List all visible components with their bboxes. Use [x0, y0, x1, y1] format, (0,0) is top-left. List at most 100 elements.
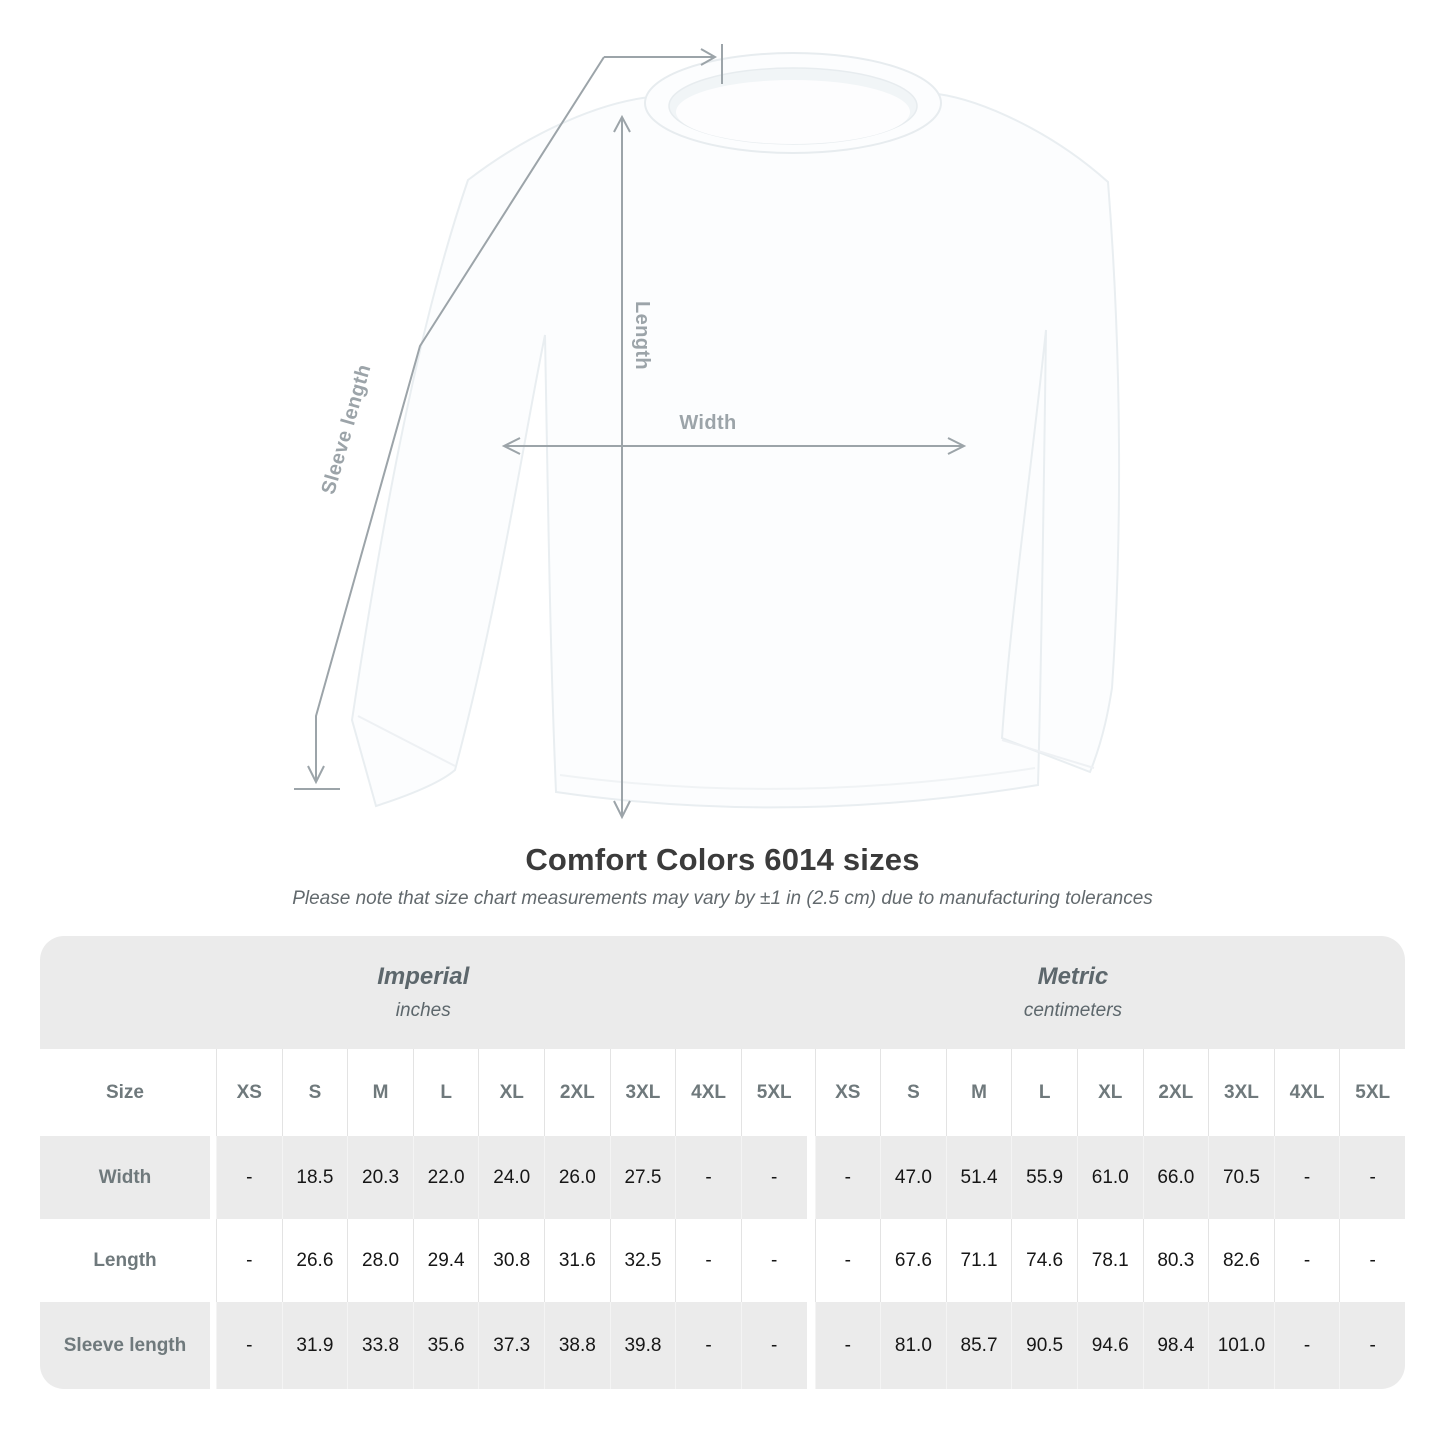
table-cell: -: [216, 1136, 282, 1219]
size-col-header: S: [880, 1049, 946, 1136]
length-label: Length: [631, 301, 653, 371]
table-cell: 70.5: [1208, 1136, 1274, 1219]
title-block: Comfort Colors 6014 sizes Please note th…: [0, 842, 1445, 910]
table-row-sleeve-length: Sleeve length - 31.9 33.8 35.6 37.3 38.8…: [40, 1302, 1405, 1389]
size-header-row: Size XS S M L XL 2XL 3XL 4XL 5XL XS S M …: [40, 1049, 1405, 1136]
size-col-header: 3XL: [1208, 1049, 1274, 1136]
length-arrow: [613, 114, 631, 820]
table-cell: -: [814, 1219, 881, 1302]
table-cell: -: [1339, 1136, 1405, 1219]
size-column-title: Size: [105, 1081, 145, 1103]
table-cell: 20.3: [347, 1136, 413, 1219]
table-cell: 29.4: [412, 1219, 479, 1302]
size-col-header: M: [945, 1049, 1012, 1136]
table-cell: 101.0: [1208, 1302, 1274, 1389]
table-cell: -: [675, 1136, 741, 1219]
size-col-header: 3XL: [609, 1049, 676, 1136]
top-reference-arrow: [604, 44, 723, 84]
table-cell: -: [740, 1219, 807, 1302]
table-cell: 55.9: [1011, 1136, 1077, 1219]
imperial-unit: inches: [395, 1000, 451, 1021]
group-divider: [806, 1136, 815, 1219]
table-cell: -: [216, 1302, 282, 1389]
table-cell: 85.7: [945, 1302, 1012, 1389]
table-cell: 39.8: [609, 1302, 676, 1389]
metric-unit: centimeters: [1023, 1000, 1123, 1021]
table-cell: -: [1273, 1302, 1340, 1389]
table-cell: -: [1339, 1219, 1405, 1302]
width-label: Width: [679, 412, 737, 434]
table-cell: 28.0: [347, 1219, 413, 1302]
table-cell: 30.8: [478, 1219, 544, 1302]
table-cell: 35.6: [412, 1302, 479, 1389]
group-divider: [806, 1302, 815, 1389]
table-cell: 32.5: [609, 1219, 676, 1302]
size-col-header: L: [1011, 1049, 1077, 1136]
table-cell: 31.6: [544, 1219, 610, 1302]
row-label: Sleeve length: [63, 1334, 187, 1356]
size-col-header: 5XL: [740, 1049, 807, 1136]
table-cell: -: [740, 1302, 807, 1389]
table-cell: -: [216, 1219, 282, 1302]
unit-header-row: Imperial inches Metric centimeters: [40, 936, 1405, 1049]
group-divider: [806, 1049, 815, 1136]
table-cell: 61.0: [1076, 1136, 1143, 1219]
table-cell: -: [1273, 1219, 1340, 1302]
metric-group-header: Metric centimeters: [807, 936, 1340, 1049]
size-col-header: XL: [478, 1049, 544, 1136]
table-row-width: Width - 18.5 20.3 22.0 24.0 26.0 27.5 - …: [40, 1136, 1405, 1219]
measurement-arrows: [294, 44, 967, 820]
size-col-header: 4XL: [675, 1049, 741, 1136]
table-cell: 98.4: [1142, 1302, 1209, 1389]
group-divider: [806, 1219, 815, 1302]
table-cell: 38.8: [544, 1302, 610, 1389]
size-col-header: 2XL: [1142, 1049, 1209, 1136]
group-divider: [210, 1219, 216, 1302]
tolerance-note: Please note that size chart measurements…: [292, 888, 1153, 909]
table-row-length: Length - 26.6 28.0 29.4 30.8 31.6 32.5 -…: [40, 1219, 1405, 1302]
size-col-header: 2XL: [544, 1049, 610, 1136]
table-cell: 22.0: [412, 1136, 479, 1219]
table-cell: 18.5: [281, 1136, 348, 1219]
table-cell: 74.6: [1011, 1219, 1077, 1302]
table-cell: 47.0: [880, 1136, 946, 1219]
table-cell: 31.9: [281, 1302, 348, 1389]
shirt-measurement-diagram: Sleeve length Length Width: [294, 44, 1121, 820]
table-cell: 90.5: [1011, 1302, 1077, 1389]
table-cell: 81.0: [880, 1302, 946, 1389]
shirt-graphic: [294, 44, 1121, 820]
imperial-title: Imperial: [377, 963, 470, 990]
table-cell: -: [1273, 1136, 1340, 1219]
size-col-header: S: [281, 1049, 348, 1136]
size-col-header: 4XL: [1273, 1049, 1340, 1136]
table-cell: 71.1: [945, 1219, 1012, 1302]
table-cell: 66.0: [1142, 1136, 1209, 1219]
group-divider: [210, 1136, 216, 1219]
table-cell: 82.6: [1208, 1219, 1274, 1302]
size-col-header: XL: [1076, 1049, 1143, 1136]
size-col-header: 5XL: [1339, 1049, 1405, 1136]
shirt-silhouette: [350, 52, 1121, 809]
table-cell: 24.0: [478, 1136, 544, 1219]
table-cell: 51.4: [945, 1136, 1012, 1219]
table-cell: 78.1: [1076, 1219, 1143, 1302]
width-arrow: [501, 437, 967, 455]
imperial-group-header: Imperial inches: [40, 936, 807, 1049]
metric-title: Metric: [1037, 963, 1109, 990]
table-cell: -: [675, 1219, 741, 1302]
sleeve-length-arrow: [294, 56, 605, 790]
table-cell: -: [740, 1136, 807, 1219]
table-cell: -: [814, 1136, 881, 1219]
group-divider: [210, 1049, 216, 1136]
size-col-header: L: [412, 1049, 479, 1136]
row-label: Length: [93, 1249, 157, 1271]
table-cell: 26.0: [544, 1136, 610, 1219]
size-col-header: XS: [814, 1049, 881, 1136]
table-cell: 27.5: [609, 1136, 676, 1219]
row-label: Width: [98, 1166, 152, 1188]
size-table: Imperial inches Metric centimeters Size …: [40, 936, 1405, 1389]
table-cell: 67.6: [880, 1219, 946, 1302]
group-divider: [210, 1302, 216, 1389]
size-col-header: M: [347, 1049, 413, 1136]
table-cell: -: [1339, 1302, 1405, 1389]
